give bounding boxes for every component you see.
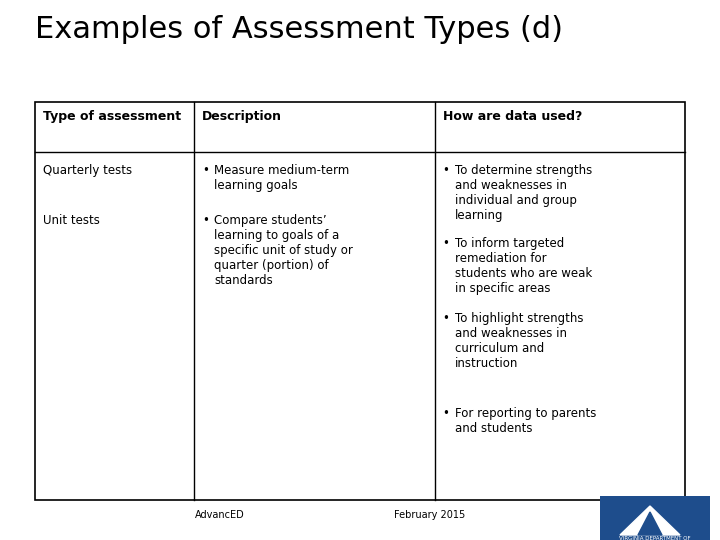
Text: Type of assessment: Type of assessment xyxy=(43,110,181,123)
Text: VIRGINIA DEPARTMENT OF
EDUCATION: VIRGINIA DEPARTMENT OF EDUCATION xyxy=(619,536,690,540)
Text: •: • xyxy=(443,164,449,177)
Text: Unit tests: Unit tests xyxy=(43,214,100,227)
Text: February 2015: February 2015 xyxy=(395,510,466,520)
Text: •: • xyxy=(443,312,449,325)
Bar xyxy=(35,102,685,500)
Text: •: • xyxy=(443,407,449,420)
Polygon shape xyxy=(638,512,662,535)
Text: To highlight strengths
and weaknesses in
curriculum and
instruction: To highlight strengths and weaknesses in… xyxy=(455,312,583,370)
Text: Measure medium-term
learning goals: Measure medium-term learning goals xyxy=(215,164,349,192)
Text: •: • xyxy=(202,164,209,177)
Text: How are data used?: How are data used? xyxy=(443,110,582,123)
Text: Quarterly tests: Quarterly tests xyxy=(43,164,132,177)
Polygon shape xyxy=(620,506,680,535)
Text: AdvancED: AdvancED xyxy=(195,510,245,520)
Text: •: • xyxy=(443,237,449,250)
Text: •: • xyxy=(202,214,209,227)
Text: Examples of Assessment Types (d): Examples of Assessment Types (d) xyxy=(35,15,563,44)
Text: Compare students’
learning to goals of a
specific unit of study or
quarter (port: Compare students’ learning to goals of a… xyxy=(215,214,353,287)
Text: For reporting to parents
and students: For reporting to parents and students xyxy=(455,407,596,435)
Text: To inform targeted
remediation for
students who are weak
in specific areas: To inform targeted remediation for stude… xyxy=(455,237,592,295)
Text: Description: Description xyxy=(202,110,282,123)
Text: To determine strengths
and weaknesses in
individual and group
learning: To determine strengths and weaknesses in… xyxy=(455,164,592,222)
Bar xyxy=(600,496,710,540)
